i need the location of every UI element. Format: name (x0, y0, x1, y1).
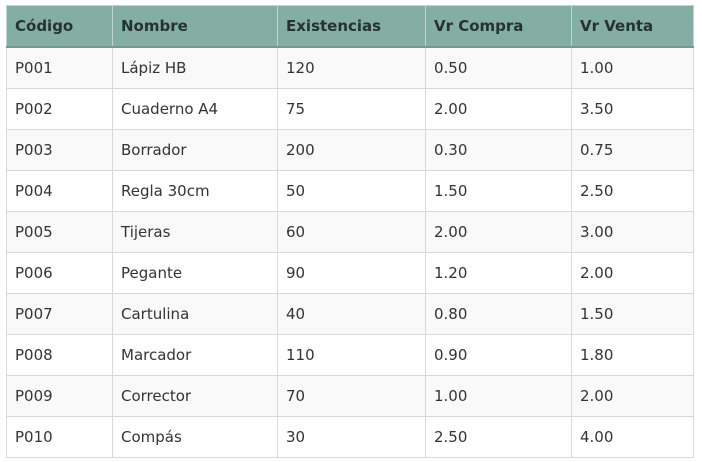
cell-vr-compra: 1.00 (425, 375, 572, 417)
table-row[interactable]: P009 Corrector 70 1.00 2.00 (6, 375, 694, 417)
cell-vr-venta: 0.75 (571, 129, 694, 171)
cell-vr-venta: 2.00 (571, 375, 694, 417)
cell-vr-venta: 2.00 (571, 252, 694, 294)
cell-codigo: P003 (6, 129, 113, 171)
table-row[interactable]: P007 Cartulina 40 0.80 1.50 (6, 293, 694, 335)
cell-nombre: Lápiz HB (112, 46, 278, 89)
cell-vr-venta: 1.00 (571, 46, 694, 89)
cell-codigo: P002 (6, 88, 113, 130)
cell-nombre: Cuaderno A4 (112, 88, 278, 130)
column-header-codigo[interactable]: Código (6, 5, 113, 48)
header-row: Código Nombre Existencias Vr Compra Vr V… (6, 5, 694, 48)
table-row[interactable]: P005 Tijeras 60 2.00 3.00 (6, 211, 694, 253)
cell-vr-compra: 0.80 (425, 293, 572, 335)
cell-codigo: P008 (6, 334, 113, 376)
cell-codigo: P005 (6, 211, 113, 253)
cell-vr-compra: 1.50 (425, 170, 572, 212)
cell-vr-venta: 2.50 (571, 170, 694, 212)
cell-existencias: 90 (277, 252, 426, 294)
cell-codigo: P006 (6, 252, 113, 294)
table-row[interactable]: P001 Lápiz HB 120 0.50 1.00 (6, 46, 694, 89)
column-header-existencias[interactable]: Existencias (277, 5, 426, 48)
table-row[interactable]: P003 Borrador 200 0.30 0.75 (6, 129, 694, 171)
cell-existencias: 110 (277, 334, 426, 376)
cell-codigo: P004 (6, 170, 113, 212)
cell-existencias: 120 (277, 46, 426, 89)
table-body: P001 Lápiz HB 120 0.50 1.00 P002 Cuadern… (6, 46, 694, 458)
cell-vr-venta: 4.00 (571, 416, 694, 458)
cell-vr-venta: 1.80 (571, 334, 694, 376)
cell-existencias: 60 (277, 211, 426, 253)
column-header-vr-compra[interactable]: Vr Compra (425, 5, 572, 48)
cell-vr-venta: 3.50 (571, 88, 694, 130)
cell-vr-venta: 1.50 (571, 293, 694, 335)
cell-vr-compra: 0.90 (425, 334, 572, 376)
cell-existencias: 30 (277, 416, 426, 458)
cell-nombre: Corrector (112, 375, 278, 417)
cell-codigo: P007 (6, 293, 113, 335)
products-table-container: Código Nombre Existencias Vr Compra Vr V… (6, 5, 694, 458)
column-header-vr-venta[interactable]: Vr Venta (571, 5, 694, 48)
cell-vr-compra: 0.30 (425, 129, 572, 171)
cell-vr-compra: 2.50 (425, 416, 572, 458)
cell-nombre: Marcador (112, 334, 278, 376)
cell-vr-compra: 2.00 (425, 88, 572, 130)
products-table: Código Nombre Existencias Vr Compra Vr V… (6, 5, 694, 458)
table-header: Código Nombre Existencias Vr Compra Vr V… (6, 5, 694, 48)
cell-nombre: Regla 30cm (112, 170, 278, 212)
cell-existencias: 40 (277, 293, 426, 335)
cell-nombre: Pegante (112, 252, 278, 294)
cell-existencias: 70 (277, 375, 426, 417)
table-row[interactable]: P006 Pegante 90 1.20 2.00 (6, 252, 694, 294)
column-header-nombre[interactable]: Nombre (112, 5, 278, 48)
cell-existencias: 75 (277, 88, 426, 130)
table-row[interactable]: P002 Cuaderno A4 75 2.00 3.50 (6, 88, 694, 130)
cell-codigo: P010 (6, 416, 113, 458)
cell-vr-venta: 3.00 (571, 211, 694, 253)
cell-nombre: Tijeras (112, 211, 278, 253)
cell-existencias: 200 (277, 129, 426, 171)
cell-codigo: P009 (6, 375, 113, 417)
cell-vr-compra: 1.20 (425, 252, 572, 294)
cell-nombre: Cartulina (112, 293, 278, 335)
cell-nombre: Compás (112, 416, 278, 458)
cell-vr-compra: 0.50 (425, 46, 572, 89)
cell-codigo: P001 (6, 46, 113, 89)
cell-nombre: Borrador (112, 129, 278, 171)
table-row[interactable]: P010 Compás 30 2.50 4.00 (6, 416, 694, 458)
table-row[interactable]: P008 Marcador 110 0.90 1.80 (6, 334, 694, 376)
cell-vr-compra: 2.00 (425, 211, 572, 253)
table-row[interactable]: P004 Regla 30cm 50 1.50 2.50 (6, 170, 694, 212)
cell-existencias: 50 (277, 170, 426, 212)
